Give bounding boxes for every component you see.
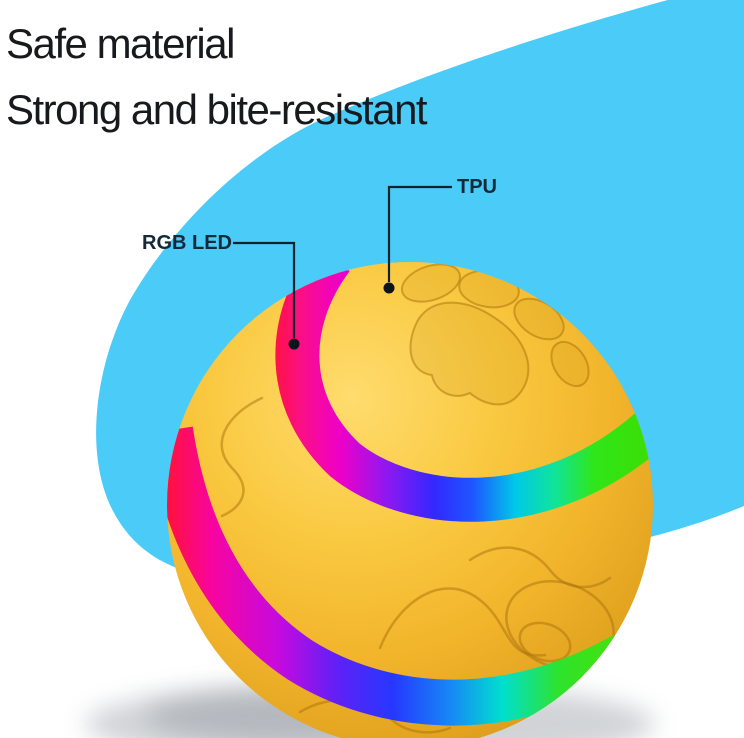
led-stripe-upper xyxy=(275,262,653,522)
callout-label-tpu: TPU xyxy=(457,176,497,198)
callout-rgb-led xyxy=(233,241,300,350)
led-stripe-lower xyxy=(167,426,637,726)
callout-line-rgb-led xyxy=(233,241,296,338)
headline-safe-material: Safe material xyxy=(6,20,235,67)
callout-dot-tpu xyxy=(383,282,395,294)
callout-tpu xyxy=(383,185,452,294)
callout-dot-rgb-led xyxy=(288,338,300,350)
paw-print-emboss xyxy=(400,263,590,406)
callout-line-tpu xyxy=(387,185,452,282)
headline-bite-resistant: Strong and bite-resistant xyxy=(6,86,428,133)
callout-label-rgb-led: RGB LED xyxy=(142,232,232,254)
